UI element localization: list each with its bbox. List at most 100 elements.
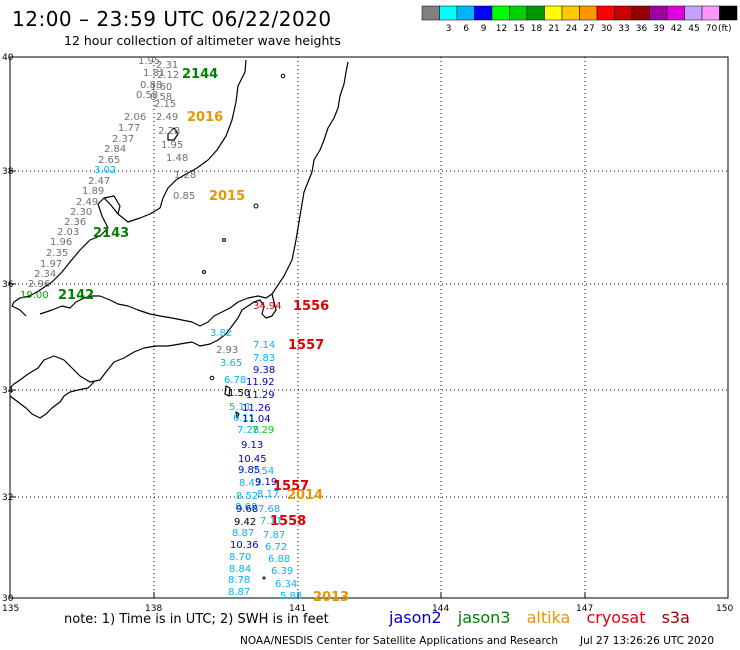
- page-subtitle: 12 hour collection of altimeter wave hei…: [64, 33, 341, 48]
- pass-label: 2142: [58, 288, 94, 303]
- wave-height-reading: 2.28: [158, 126, 180, 137]
- wave-height-reading: 0.58: [136, 90, 158, 101]
- wave-height-reading: 8.84: [229, 564, 251, 575]
- legend-cryosat: cryosat: [586, 608, 646, 627]
- wave-height-reading: 7.87: [263, 530, 285, 541]
- wave-height-reading: 11.26: [242, 403, 271, 414]
- tick-marks: [10, 170, 586, 598]
- wave-height-reading: 10.36: [230, 540, 259, 551]
- lat-label: 38: [2, 167, 14, 177]
- kii-coast: [9, 341, 193, 389]
- wave-height-reading: 8.17: [257, 489, 279, 500]
- generated-timestamp: Jul 27 13:26:26 UTC 2020: [580, 635, 715, 647]
- wave-height-reading: 2.03: [57, 227, 79, 238]
- lat-label: 32: [2, 493, 13, 503]
- wave-height-reading: 0.85: [173, 191, 195, 202]
- wave-height-reading: 6.39: [271, 566, 293, 577]
- wave-height-reading: 2.49: [156, 112, 178, 123]
- pass-label: 1558: [270, 514, 306, 529]
- wave-height-reading: 6.78: [224, 375, 246, 386]
- lat-label: 40: [2, 53, 14, 63]
- wave-height-reading: 7.29: [252, 425, 274, 436]
- lon-label: 138: [145, 604, 162, 614]
- wave-height-reading: 3.65: [220, 358, 242, 369]
- wave-height-reading: 9.13: [241, 440, 263, 451]
- wave-height-reading: 1.96: [50, 237, 72, 248]
- wave-height-reading: 2.34: [34, 269, 56, 280]
- wave-height-reading: 6.34: [275, 579, 297, 590]
- shikoku-coast: [9, 381, 95, 419]
- wave-height-reading: 1.60: [150, 82, 172, 93]
- coastline: [9, 59, 349, 419]
- legend-s3a: s3a: [661, 608, 690, 627]
- wave-height-reading: 1.95: [161, 140, 183, 151]
- legend-jason3: jason3: [457, 608, 511, 627]
- wave-height-reading: 8.43: [239, 478, 261, 489]
- pass-label: 1557: [288, 338, 324, 353]
- pass-label: 2143: [93, 226, 129, 241]
- pass-label: 2013: [313, 590, 349, 605]
- wave-height-reading: 2.93: [216, 345, 238, 356]
- small-islands: [202, 73, 286, 580]
- wave-height-reading: 34.94: [253, 301, 282, 312]
- lat-label: 34: [2, 386, 14, 396]
- pass-label: 1557: [273, 479, 309, 494]
- wave-height-reading: 2.84: [104, 144, 126, 155]
- wave-height-reading: 7.54: [252, 466, 274, 477]
- axis-labels: 135 138 141 144 147 150 40 38 36 34 32 3…: [2, 53, 733, 614]
- wave-height-reading: 2.31: [156, 60, 178, 71]
- wave-height-reading: 2.47: [88, 176, 110, 187]
- wave-height-reading: 1.81: [143, 68, 165, 79]
- wave-height-reading: 1.28: [174, 170, 196, 181]
- wave-height-reading: 2.37: [112, 134, 134, 145]
- pass-label: 2144: [182, 67, 218, 82]
- wave-height-reading: 9.68: [236, 504, 258, 515]
- noto-peninsula: [103, 195, 121, 215]
- credit-line: NOAA/NESDIS Center for Satellite Applica…: [240, 635, 558, 647]
- wave-height-reading: 2.15: [154, 99, 176, 110]
- wave-height-reading: 9.19: [255, 477, 277, 488]
- wave-height-reading: 1.50: [228, 388, 250, 399]
- wave-height-reading: 6.72: [265, 542, 287, 553]
- wave-height-reading: 1.95: [138, 56, 160, 67]
- pass-label: 2014: [287, 488, 323, 503]
- wave-height-reading: 1.89: [82, 186, 104, 197]
- wave-height-reading: 9.38: [253, 365, 275, 376]
- wave-height-reading: 0.58: [150, 92, 172, 103]
- map-frame: [9, 56, 729, 599]
- wave-height-reading: 9.42: [234, 517, 256, 528]
- lon-label: 141: [289, 604, 306, 614]
- wave-height-reading: 8.78: [228, 575, 250, 586]
- wave-height-readings: 1.952.311.812.120.881.600.580.582.152.06…: [20, 56, 302, 602]
- wave-height-reading: 6.11: [233, 413, 255, 424]
- wave-height-reading: 11.04: [242, 414, 271, 425]
- wave-height-reading: 2.49: [76, 197, 98, 208]
- wave-height-reading: 8.87: [228, 587, 250, 598]
- wave-height-reading: 5.11: [229, 402, 251, 413]
- wave-height-reading: 3.82: [210, 328, 232, 339]
- lat-label: 36: [2, 280, 14, 290]
- pass-labels: 2144 2016 2015 2143 2142 1556 1557 1557 …: [58, 67, 349, 605]
- wave-height-reading: 7.14: [253, 340, 275, 351]
- pass-label: 2015: [209, 189, 245, 204]
- wave-height-reading: 2.36: [64, 217, 86, 228]
- legend-altika: altika: [526, 608, 571, 627]
- wave-height-reading: 8.87: [232, 528, 254, 539]
- wave-height-reading: 7.28: [237, 425, 259, 436]
- wave-height-reading: 1.77: [118, 123, 140, 134]
- wave-height-reading: 2.35: [46, 248, 68, 259]
- pass-label: 1556: [293, 299, 329, 314]
- pass-label: 2016: [187, 110, 223, 125]
- wave-height-reading: 8.52: [236, 491, 258, 502]
- wave-height-reading: 2.12: [157, 70, 179, 81]
- lat-label: 30: [2, 594, 14, 604]
- izu-islands: [224, 385, 240, 419]
- sado-island: [167, 127, 179, 141]
- lon-label: 135: [2, 604, 19, 614]
- wave-height-reading: 7.11: [260, 516, 282, 527]
- wave-height-reading: 8.68: [235, 502, 257, 513]
- kanto-coast: [191, 293, 277, 347]
- wave-height-reading: 9.85: [238, 465, 260, 476]
- wave-height-reading: 8.70: [229, 552, 251, 563]
